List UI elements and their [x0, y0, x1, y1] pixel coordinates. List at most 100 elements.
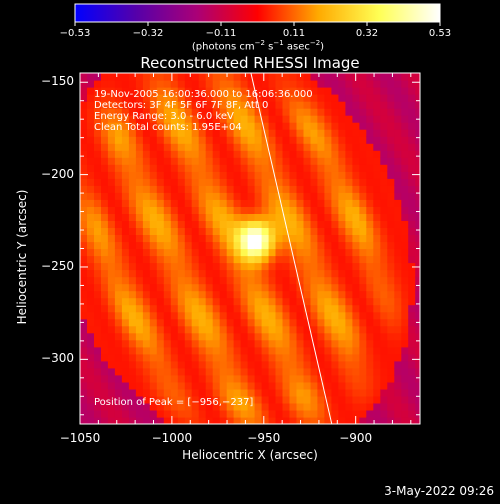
heatmap-cell [324, 122, 332, 130]
heatmap-cell [212, 108, 221, 116]
heatmap-cell [212, 73, 221, 81]
heatmap-cell [184, 178, 193, 186]
heatmap-cell [324, 108, 332, 116]
heatmap-cell [303, 178, 312, 186]
heatmap-cell [177, 297, 186, 306]
heatmap-cell [261, 143, 270, 151]
heatmap-cell [317, 206, 325, 214]
heatmap-cell [219, 388, 228, 397]
heatmap-cell [184, 283, 193, 292]
heatmap-cell [401, 402, 409, 411]
heatmap-cell [415, 157, 420, 165]
heatmap-cell [233, 80, 242, 88]
heatmap-cell [289, 213, 298, 221]
heatmap-cell [268, 381, 277, 390]
heatmap-cell [282, 227, 291, 235]
heatmap-cell [282, 388, 291, 397]
heatmap-cell [275, 395, 284, 404]
heatmap-cell [282, 94, 291, 102]
heatmap-cell [80, 374, 88, 383]
heatmap-cell [107, 388, 116, 397]
heatmap-cell [415, 101, 420, 109]
heatmap-cell [107, 395, 116, 404]
heatmap-cell [226, 276, 235, 285]
heatmap-cell [87, 325, 95, 334]
heatmap-cell [387, 241, 395, 250]
heatmap-cell [128, 206, 137, 214]
heatmap-cell [352, 227, 360, 235]
heatmap-cell [324, 241, 332, 250]
heatmap-cell [338, 290, 346, 299]
heatmap-cell [170, 150, 179, 158]
heatmap-cell [345, 192, 353, 200]
heatmap-cell [184, 108, 193, 116]
heatmap-cell [233, 206, 242, 214]
heatmap-cell [205, 374, 214, 383]
heatmap-cell [163, 255, 172, 264]
heatmap-cell [380, 136, 388, 144]
heatmap-cell [128, 199, 137, 207]
heatmap-cell [212, 255, 221, 264]
heatmap-cell [170, 241, 179, 250]
heatmap-cell [240, 395, 249, 404]
heatmap-cell [156, 353, 165, 362]
heatmap-cell [121, 339, 130, 348]
heatmap-cell [219, 276, 228, 285]
heatmap-cell [247, 234, 256, 243]
heatmap-cell [345, 213, 353, 221]
heatmap-cell [177, 269, 186, 278]
heatmap-cell [142, 150, 151, 158]
heatmap-cell [240, 80, 249, 88]
heatmap-cell [387, 304, 395, 313]
heatmap-cell [114, 304, 123, 313]
heatmap-cell [289, 178, 298, 186]
heatmap-cell [324, 388, 332, 397]
heatmap-cell [87, 122, 95, 130]
heatmap-cell [324, 332, 332, 341]
heatmap-cell [94, 325, 102, 334]
heatmap-cell [408, 178, 416, 186]
heatmap-cell [296, 353, 305, 362]
heatmap-cell [366, 353, 374, 362]
heatmap-cell [261, 136, 270, 144]
heatmap-cell [205, 192, 214, 200]
heatmap-cell [415, 346, 420, 355]
heatmap-cell [177, 80, 186, 88]
heatmap-cell [101, 164, 109, 172]
heatmap-cell [184, 395, 193, 404]
heatmap-cell [247, 136, 256, 144]
heatmap-cell [128, 185, 137, 193]
heatmap-cell [254, 395, 263, 404]
heatmap-cell [331, 290, 339, 299]
heatmap-cell [177, 199, 186, 207]
heatmap-cell [142, 192, 151, 200]
heatmap-cell [149, 122, 158, 130]
heatmap-cell [380, 143, 388, 151]
heatmap-cell [289, 388, 298, 397]
heatmap-cell [331, 339, 339, 348]
heatmap-cell [254, 213, 263, 221]
heatmap-cell [170, 381, 179, 390]
heatmap-cell [198, 73, 207, 81]
heatmap-cell [275, 346, 284, 355]
heatmap-cell [163, 248, 172, 257]
heatmap-cell [163, 171, 172, 179]
heatmap-cell [226, 94, 235, 102]
heatmap-cell [128, 381, 137, 390]
heatmap-cell [303, 367, 312, 376]
heatmap-cell [240, 101, 249, 109]
heatmap-cell [163, 367, 172, 376]
heatmap-cell [240, 410, 249, 418]
heatmap-cell [345, 276, 353, 285]
heatmap-cell [94, 339, 102, 348]
heatmap-cell [163, 339, 172, 348]
heatmap-cell [219, 234, 228, 243]
heatmap-cell [156, 318, 165, 327]
heatmap-cell [94, 262, 102, 271]
heatmap-cell [408, 339, 416, 348]
heatmap-cell [219, 290, 228, 299]
heatmap-cell [394, 241, 402, 250]
heatmap-cell [352, 297, 360, 306]
heatmap-cell [80, 311, 88, 320]
heatmap-cell [324, 304, 332, 313]
